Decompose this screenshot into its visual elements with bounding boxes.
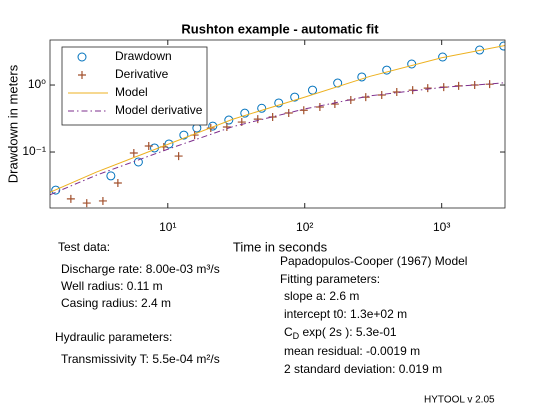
marker-plus	[174, 152, 183, 161]
hydraulic-heading: Hydraulic parameters:	[55, 330, 172, 344]
hydraulic-line: Transmissivity T: 5.5e-04 m²/s	[61, 352, 220, 366]
model-line	[50, 82, 505, 196]
marker-plus	[66, 194, 75, 203]
marker-plus	[78, 71, 86, 79]
model-name: Papadopulos-Cooper (1967) Model	[280, 254, 467, 268]
marker-plus	[144, 141, 153, 150]
cd-symbol: C	[284, 325, 293, 339]
x-tick-label: 10²	[296, 220, 313, 234]
marker-plus	[253, 115, 262, 124]
marker-plus	[377, 90, 386, 99]
marker-circle	[224, 115, 234, 125]
fit-cd: CD exp( 2s ): 5.3e-01	[284, 325, 397, 341]
marker-circle	[290, 92, 300, 102]
plot-frame	[49, 39, 506, 209]
marker-circle	[77, 52, 87, 62]
fit-deviation: 2 standard deviation: 0.019 m	[284, 362, 442, 376]
x-axis-label: Time in seconds	[233, 239, 328, 254]
marker-plus	[299, 106, 308, 115]
cd-subscript: D	[293, 331, 300, 341]
marker-circle	[274, 98, 284, 108]
footer: HYTOOL v 2.05	[424, 395, 495, 406]
marker-plus	[98, 196, 107, 205]
marker-plus	[82, 199, 91, 208]
marker-circle	[106, 171, 116, 181]
x-tick-label: 10¹	[159, 220, 176, 234]
fit-slope: slope a: 2.6 m	[284, 289, 359, 303]
y-axis-label: Drawdown in meters	[5, 64, 20, 183]
marker-plus	[222, 123, 231, 132]
marker-plus	[113, 178, 122, 187]
marker-plus	[129, 149, 138, 158]
marker-circle	[208, 121, 218, 131]
fit-intercept: intercept t0: 1.3e+02 m	[284, 307, 407, 321]
legend-label: Model	[115, 85, 148, 99]
marker-circle	[308, 85, 318, 95]
legend-label: Drawdown	[115, 49, 172, 63]
marker-circle	[257, 103, 267, 113]
legend-label: Model derivative	[115, 103, 203, 117]
legend-box	[61, 46, 208, 126]
y-tick-label: 10⁰	[28, 77, 46, 91]
test-data-line: Casing radius: 2.4 m	[61, 296, 171, 310]
marker-plus	[315, 102, 324, 111]
test-data-heading: Test data:	[58, 240, 110, 254]
marker-circle	[179, 130, 189, 140]
marker-circle	[133, 157, 143, 167]
marker-plus	[330, 100, 339, 109]
series-layer	[50, 41, 505, 208]
model-line	[50, 44, 505, 193]
marker-circle	[357, 72, 367, 82]
chart-title: Rushton example - automatic fit	[181, 21, 379, 36]
x-tick-label: 10³	[433, 220, 450, 234]
fit-residual: mean residual: -0.0019 m	[284, 344, 420, 358]
marker-circle	[164, 139, 174, 149]
marker-circle	[382, 65, 392, 75]
marker-circle	[51, 185, 61, 195]
y-tick-label: 10⁻¹	[22, 144, 46, 158]
test-data-line: Discharge rate: 8.00e-03 m³/s	[61, 262, 220, 276]
cd-rest: exp( 2s ): 5.3e-01	[299, 325, 397, 339]
legend-label: Derivative	[115, 67, 169, 81]
test-data-line: Well radius: 0.11 m	[61, 279, 163, 293]
marker-plus	[423, 84, 432, 93]
fitting-heading: Fitting parameters:	[280, 272, 380, 286]
marker-plus	[485, 80, 494, 89]
marker-circle	[240, 108, 250, 118]
